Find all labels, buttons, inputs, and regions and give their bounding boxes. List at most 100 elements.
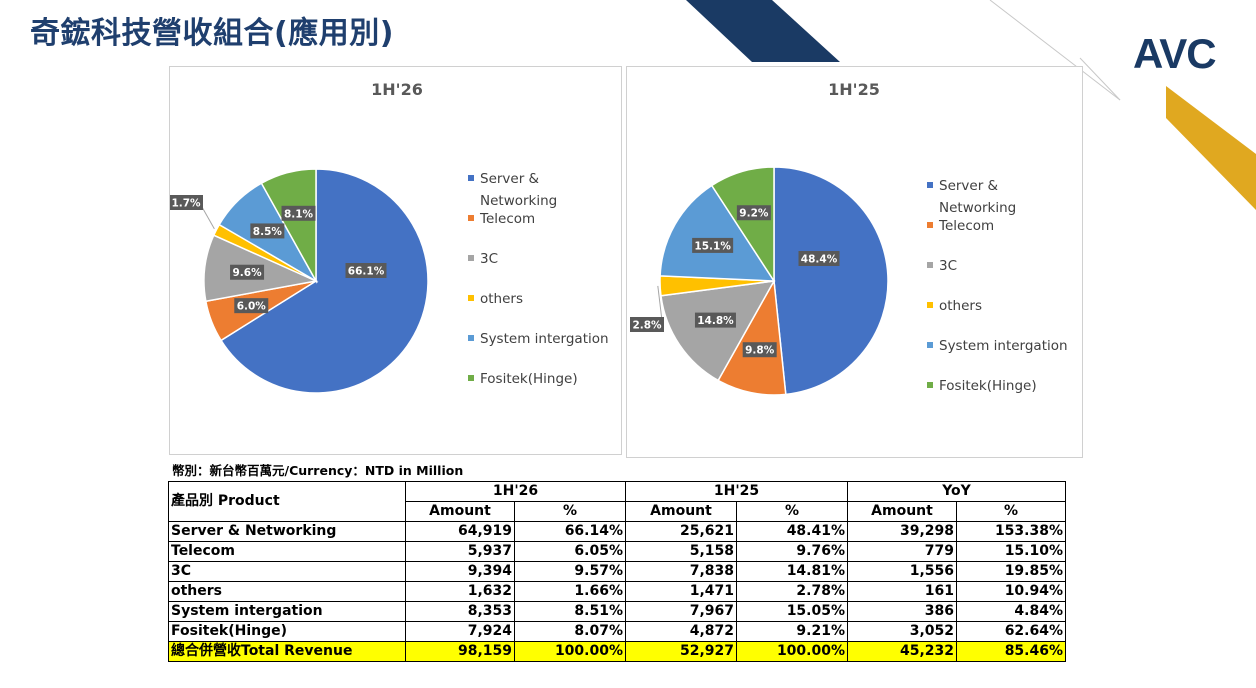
value-cell: 779 [847,541,957,562]
legend-swatch-telecom [468,215,474,221]
revenue-table: 產品別 Product 1H'26 1H'25 YoY Amount % Amo… [168,481,1066,662]
value-cell: 25,621 [625,521,737,542]
data-label-box [234,298,269,314]
pie-slice-fositek [710,166,775,284]
legend-label: System intergation [480,331,609,347]
value-cell: 98,159 [405,641,515,662]
navy-stripe [686,0,840,62]
chart-panel-1h26: 1H'26 66.1% 6.0% 9.6% 1.7% 8.5% 8.1% Server & Ne… [169,66,622,455]
product-cell: Fositek(Hinge) [168,621,406,642]
value-cell: 64,919 [405,521,515,542]
legend-swatch-server [927,182,933,188]
value-cell: 7,967 [625,601,737,622]
value-cell: 39,298 [847,521,957,542]
legend-label: Networking [480,193,557,209]
value-cell: 2.78% [736,581,848,602]
legend-swatch-system [468,335,474,341]
product-cell: others [168,581,406,602]
pie-chart-1h25: 1H'25 48.4% 9.8% 14.8% 2.8% 15.1% 9.2% Server &… [630,80,1068,396]
data-label: 48.4% [801,254,838,266]
data-label: 6.0% [237,301,267,313]
value-cell: 5,937 [405,541,515,562]
legend-label: Networking [939,200,1016,216]
value-cell: 45,232 [847,641,957,662]
product-cell: Telecom [168,541,406,562]
value-cell: 9.57% [514,561,626,582]
legend-label: Fositek(Hinge) [939,378,1037,394]
product-cell: Server & Networking [168,521,406,542]
currency-note: 幣別：新台幣百萬元/Currency：NTD in Million [172,463,464,478]
chart-panel-1h25: 1H'25 48.4% 9.8% 14.8% 2.8% 15.1% 9.2% Server &… [626,66,1083,458]
table-row: Telecom 5,937 6.05% 5,158 9.76% 779 15.10% [168,541,1066,562]
legend-label: others [939,298,982,314]
value-cell: 5,158 [625,541,737,562]
data-label-box [250,223,285,239]
legend-label: 3C [939,258,957,274]
chart-title: 1H'25 [828,80,880,99]
value-cell: 10.94% [956,581,1066,602]
legend-swatch-telecom [927,222,933,228]
sub-header: Amount [847,501,957,522]
value-cell: 62.64% [956,621,1066,642]
data-label: 14.8% [697,315,734,327]
value-cell: 9,394 [405,561,515,582]
value-cell: 7,924 [405,621,515,642]
data-label-box [736,205,771,221]
value-cell: 14.81% [736,561,848,582]
value-cell: 1,556 [847,561,957,582]
data-label-box [694,312,736,328]
pie-slice-3c [660,280,776,382]
data-label-box [742,342,777,358]
data-label-box [345,263,387,278]
table-row: Server & Networking 64,919 66.14% 25,621 48.… [168,521,1066,542]
value-cell: 4.84% [956,601,1066,622]
product-cell: System intergation [168,601,406,622]
value-cell: 100.00% [514,641,626,662]
data-label: 9.2% [739,208,769,220]
table-row: others 1,632 1.66% 1,471 2.78% 161 10.94% [168,581,1066,602]
value-cell: 8.07% [514,621,626,642]
data-label: 9.8% [745,345,775,357]
value-cell: 9.21% [736,621,848,642]
value-cell: 100.00% [736,641,848,662]
pie-slice-fositek [260,168,317,284]
value-cell: 19.85% [956,561,1066,582]
legend-swatch-fositek [468,375,474,381]
value-cell: 161 [847,581,957,602]
data-label: 2.8% [632,320,662,332]
value-cell: 6.05% [514,541,626,562]
legend-label: Telecom [479,211,535,227]
data-label: 8.1% [284,208,314,220]
value-cell: 52,927 [625,641,737,662]
value-cell: 7,838 [625,561,737,582]
table-row: 3C 9,394 9.57% 7,838 14.81% 1,556 19.85% [168,561,1066,582]
sub-header: Amount [405,501,515,522]
product-header: 產品別 Product [168,481,406,522]
sub-header: % [736,501,848,522]
chart-title: 1H'26 [371,80,423,99]
value-cell: 1,471 [625,581,737,602]
legend-swatch-server [468,175,474,181]
leader-line [201,206,215,230]
data-label-box [630,317,664,332]
page-title: 奇鋐科技營收組合(應用別) [30,16,394,51]
data-label-box [692,237,734,253]
pie-chart-1h26: 1H'26 66.1% 6.0% 9.6% 1.7% 8.5%8.1% Server & Ne… [170,80,609,394]
period-header-1h26: 1H'26 [405,481,626,502]
legend-swatch-3c [927,262,933,268]
product-cell: 總合併營收Total Revenue [168,641,406,662]
legend-label: Server & [480,171,540,187]
legend-swatch-others [927,302,933,308]
avc-logo: AVC [1133,30,1217,77]
legend-swatch-fositek [927,382,933,388]
product-cell: 3C [168,561,406,582]
data-label: 66.1% [348,266,385,278]
legend-swatch-3c [468,255,474,261]
data-label-box [281,205,316,221]
table-row: System intergation 8,353 8.51% 7,967 15.05% 3… [168,601,1066,622]
data-label: 8.5% [253,226,283,238]
data-label-box [798,251,840,266]
legend-label: Fositek(Hinge) [480,371,578,387]
period-header-yoy: YoY [847,481,1066,502]
